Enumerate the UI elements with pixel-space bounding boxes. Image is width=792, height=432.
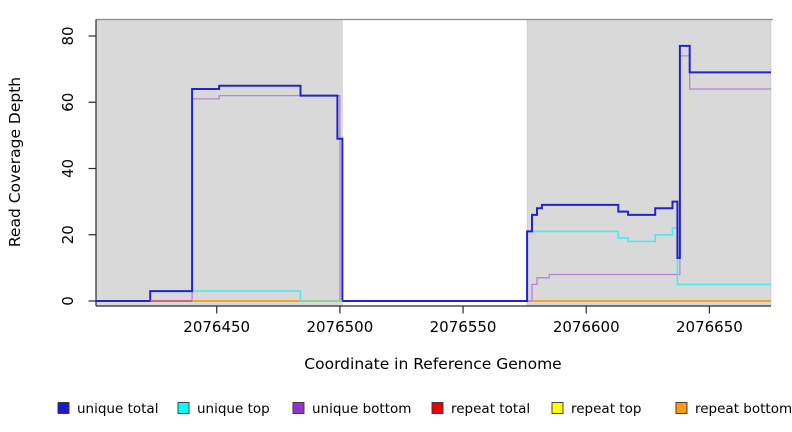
legend-swatch-repeat-total	[431, 402, 444, 414]
legend-swatch-repeat-top	[551, 402, 564, 414]
legend-label-unique-bottom: unique bottom	[312, 401, 411, 417]
y-tick-label: 40	[59, 159, 77, 178]
series-line-unique-top	[96, 227, 771, 302]
x-axis-title: Coordinate in Reference Genome	[304, 355, 561, 373]
y-axis-title: Read Coverage Depth	[6, 77, 24, 247]
legend-label-repeat-total: repeat total	[451, 401, 530, 417]
series-line-unique-total	[96, 44, 771, 302]
y-tick-label: 0	[59, 296, 77, 306]
legend-label-unique-top: unique top	[197, 401, 270, 417]
x-tick-label: 2076450	[183, 318, 250, 336]
x-tick-label: 2076550	[430, 318, 497, 336]
shaded-region	[95, 19, 343, 307]
x-tick-label: 2076650	[676, 318, 743, 336]
plot-generated-content: 2076450 2076500 2076550 2076600 2076650 0 20 40…	[57, 18, 792, 417]
x-tick-label: 2076500	[306, 318, 373, 336]
shaded-region	[526, 19, 772, 307]
legend-swatch-unique-bottom	[292, 402, 305, 414]
y-tick-label: 80	[59, 26, 77, 45]
y-tick-label: 60	[59, 93, 77, 112]
legend-label-repeat-bottom: repeat bottom	[695, 401, 792, 417]
legend-label-repeat-top: repeat top	[571, 401, 641, 417]
x-tick-label: 2076600	[553, 318, 620, 336]
legend-label-unique-total: unique total	[77, 401, 158, 417]
legend-swatch-unique-total	[57, 402, 70, 414]
y-tick-label: 20	[59, 225, 77, 244]
legend-swatch-repeat-bottom	[675, 402, 688, 414]
legend-swatch-unique-top	[177, 402, 190, 414]
